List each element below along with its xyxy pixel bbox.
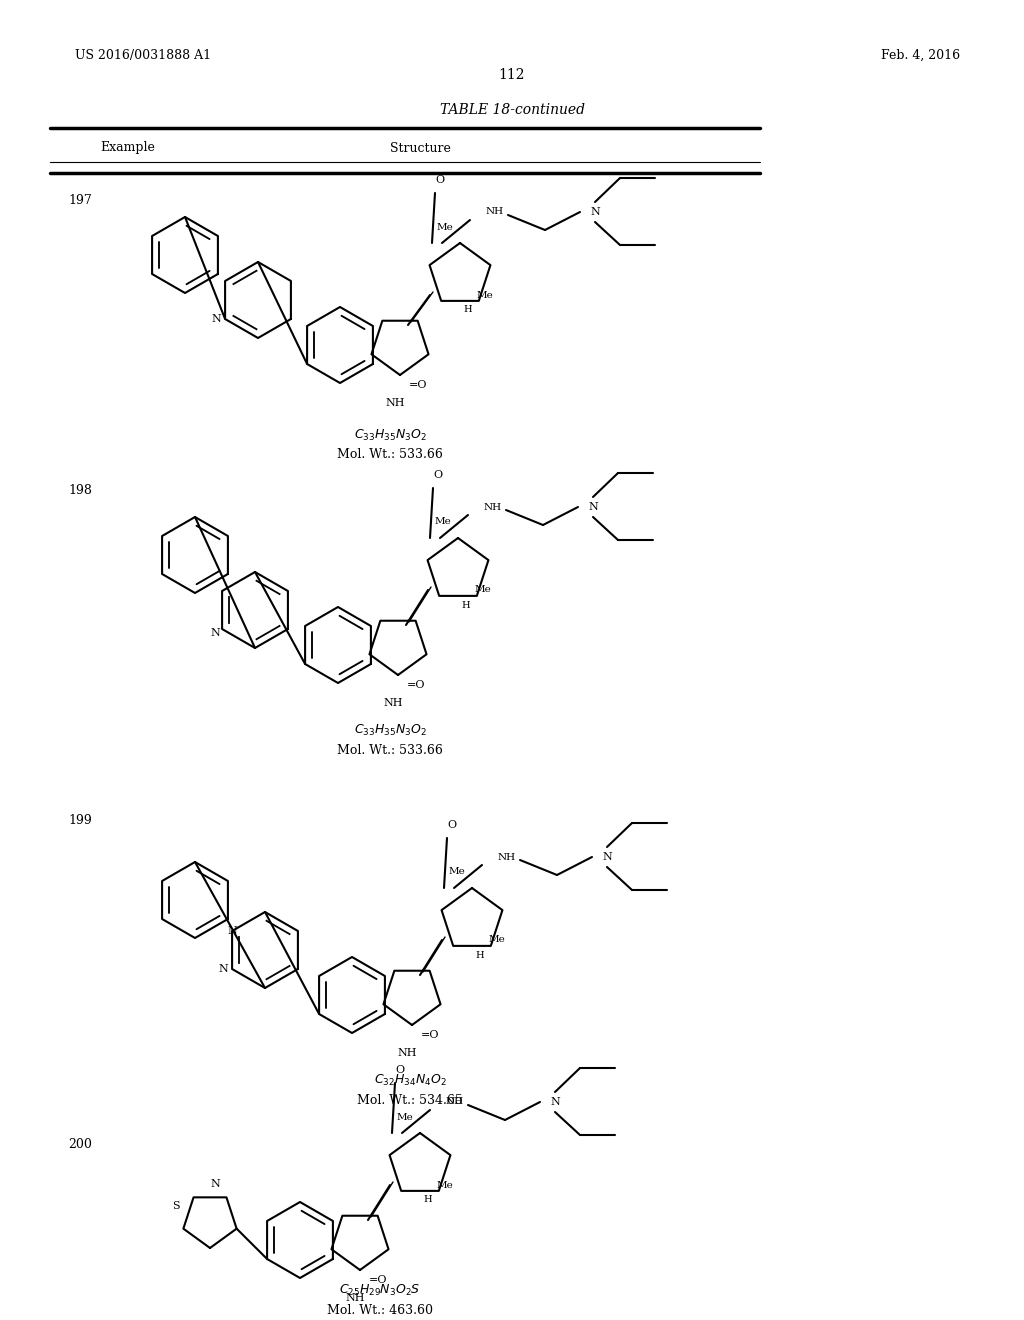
Text: O: O (447, 820, 457, 830)
Text: =O: =O (407, 680, 425, 690)
Text: Me: Me (476, 290, 494, 300)
Text: $C_{32}H_{34}N_4O_2$: $C_{32}H_{34}N_4O_2$ (374, 1072, 446, 1088)
Text: O: O (433, 470, 442, 480)
Text: 112: 112 (499, 69, 525, 82)
Text: US 2016/0031888 A1: US 2016/0031888 A1 (75, 49, 211, 62)
Text: $C_{25}H_{29}N_3O_2S$: $C_{25}H_{29}N_3O_2S$ (339, 1283, 421, 1298)
Text: TABLE 18-continued: TABLE 18-continued (439, 103, 585, 117)
Text: N: N (590, 207, 600, 216)
Text: H: H (464, 305, 472, 314)
Text: Me: Me (449, 867, 465, 876)
Text: 199: 199 (68, 813, 92, 826)
Text: O: O (435, 176, 444, 185)
Text: H: H (462, 601, 470, 610)
Text: =O: =O (421, 1030, 439, 1040)
Text: Feb. 4, 2016: Feb. 4, 2016 (881, 49, 961, 62)
Text: N: N (550, 1097, 560, 1107)
Text: =O: =O (409, 380, 427, 389)
Text: Mol. Wt.: 533.66: Mol. Wt.: 533.66 (337, 449, 443, 462)
Text: $C_{33}H_{35}N_3O_2$: $C_{33}H_{35}N_3O_2$ (353, 428, 426, 442)
Text: Mol. Wt.: 534.65: Mol. Wt.: 534.65 (357, 1093, 463, 1106)
Text: NH: NH (345, 1294, 365, 1303)
Text: N: N (211, 314, 221, 323)
Text: NH: NH (484, 503, 502, 511)
Text: NH: NH (383, 698, 402, 708)
Text: N: N (211, 1179, 220, 1188)
Text: 197: 197 (68, 194, 92, 206)
Text: Mol. Wt.: 463.60: Mol. Wt.: 463.60 (327, 1304, 433, 1316)
Text: Example: Example (100, 141, 155, 154)
Text: NH: NH (498, 853, 516, 862)
Text: Mol. Wt.: 533.66: Mol. Wt.: 533.66 (337, 743, 443, 756)
Text: NH: NH (385, 399, 404, 408)
Text: Me: Me (436, 223, 454, 231)
Text: Me: Me (488, 936, 506, 945)
Text: Structure: Structure (389, 141, 451, 154)
Text: H: H (424, 1196, 432, 1204)
Text: N: N (210, 628, 220, 638)
Text: NH: NH (445, 1097, 464, 1106)
Text: NH: NH (397, 1048, 417, 1059)
Text: Me: Me (475, 586, 492, 594)
Text: N: N (218, 964, 228, 974)
Text: 198: 198 (68, 483, 92, 496)
Text: 200: 200 (68, 1138, 92, 1151)
Text: H: H (476, 950, 484, 960)
Text: Me: Me (434, 517, 452, 527)
Text: Me: Me (436, 1180, 454, 1189)
Text: N: N (602, 851, 612, 862)
Text: Me: Me (396, 1113, 414, 1122)
Text: NH: NH (486, 207, 504, 216)
Text: =O: =O (369, 1275, 387, 1284)
Text: $C_{33}H_{35}N_3O_2$: $C_{33}H_{35}N_3O_2$ (353, 722, 426, 738)
Text: O: O (395, 1065, 404, 1074)
Text: S: S (173, 1201, 180, 1210)
Text: N: N (227, 927, 238, 936)
Text: N: N (588, 502, 598, 512)
